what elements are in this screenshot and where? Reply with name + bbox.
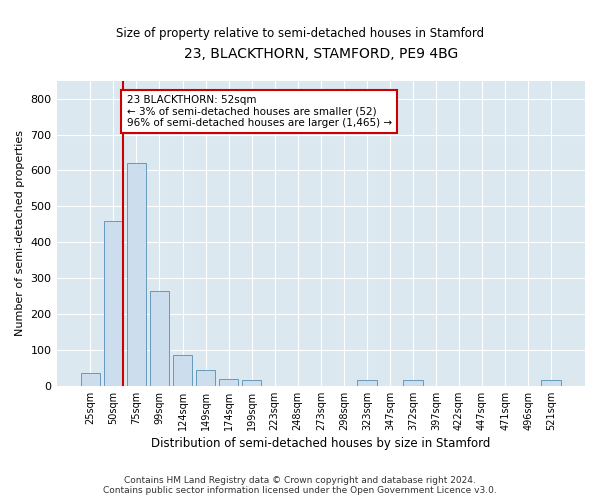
Text: Size of property relative to semi-detached houses in Stamford: Size of property relative to semi-detach… — [116, 28, 484, 40]
Bar — [104, 220, 123, 386]
Text: Contains HM Land Registry data © Crown copyright and database right 2024.
Contai: Contains HM Land Registry data © Crown c… — [103, 476, 497, 495]
Bar — [149, 290, 169, 386]
Bar — [541, 380, 561, 386]
Bar — [219, 378, 238, 386]
Bar — [127, 164, 146, 386]
Bar — [196, 370, 215, 386]
Text: 23 BLACKTHORN: 52sqm
← 3% of semi-detached houses are smaller (52)
96% of semi-d: 23 BLACKTHORN: 52sqm ← 3% of semi-detach… — [127, 95, 392, 128]
Bar — [357, 380, 377, 386]
Y-axis label: Number of semi-detached properties: Number of semi-detached properties — [15, 130, 25, 336]
Bar — [242, 380, 262, 386]
X-axis label: Distribution of semi-detached houses by size in Stamford: Distribution of semi-detached houses by … — [151, 437, 490, 450]
Bar — [80, 374, 100, 386]
Title: 23, BLACKTHORN, STAMFORD, PE9 4BG: 23, BLACKTHORN, STAMFORD, PE9 4BG — [184, 48, 458, 62]
Bar — [403, 380, 423, 386]
Bar — [173, 356, 193, 386]
